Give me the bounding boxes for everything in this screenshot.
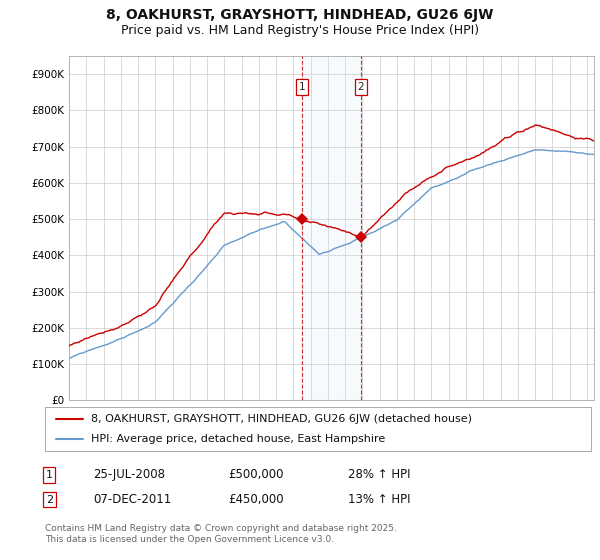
Text: £450,000: £450,000 [228,493,284,506]
Text: 2: 2 [46,494,53,505]
Text: 13% ↑ HPI: 13% ↑ HPI [348,493,410,506]
Text: 1: 1 [46,470,53,480]
Text: Contains HM Land Registry data © Crown copyright and database right 2025.
This d: Contains HM Land Registry data © Crown c… [45,524,397,544]
Text: 25-JUL-2008: 25-JUL-2008 [93,468,165,482]
Text: £500,000: £500,000 [228,468,284,482]
Text: HPI: Average price, detached house, East Hampshire: HPI: Average price, detached house, East… [91,434,386,444]
Text: 1: 1 [299,82,305,92]
Bar [302,56,361,400]
Text: 07-DEC-2011: 07-DEC-2011 [93,493,171,506]
Text: 28% ↑ HPI: 28% ↑ HPI [348,468,410,482]
Text: 2: 2 [358,82,364,92]
Text: Price paid vs. HM Land Registry's House Price Index (HPI): Price paid vs. HM Land Registry's House … [121,24,479,36]
Text: 8, OAKHURST, GRAYSHOTT, HINDHEAD, GU26 6JW: 8, OAKHURST, GRAYSHOTT, HINDHEAD, GU26 6… [106,8,494,22]
Text: 8, OAKHURST, GRAYSHOTT, HINDHEAD, GU26 6JW (detached house): 8, OAKHURST, GRAYSHOTT, HINDHEAD, GU26 6… [91,414,472,424]
